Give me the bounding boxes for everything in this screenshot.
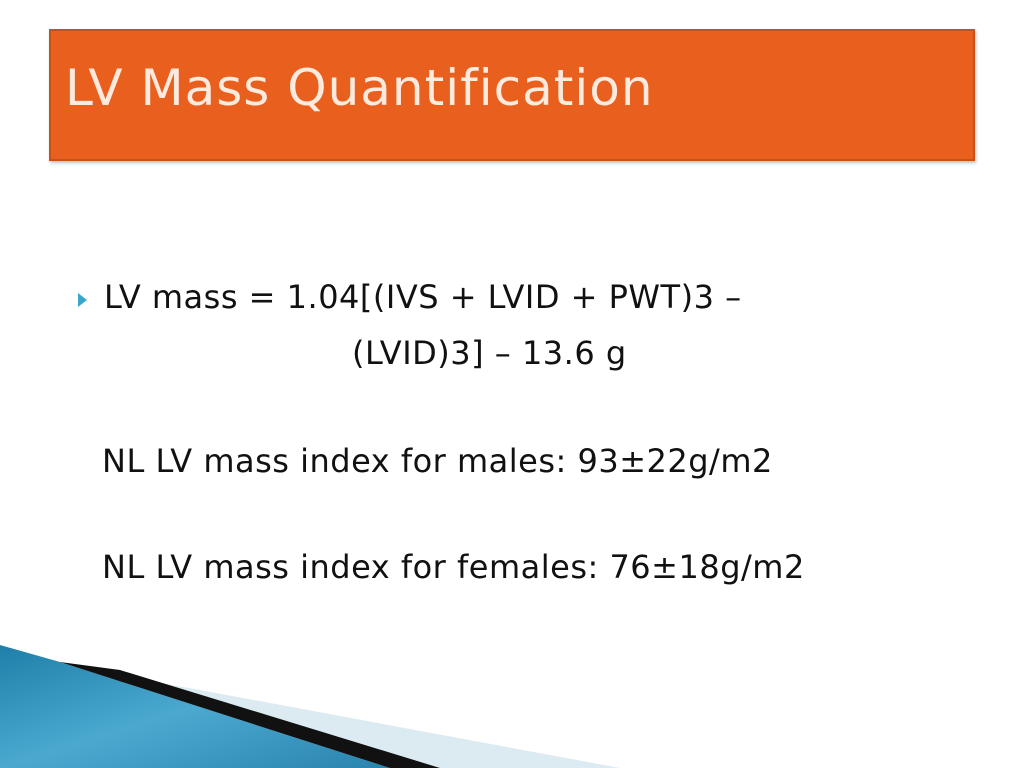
slide-title: LV Mass Quantification: [65, 59, 654, 117]
body-text: NL LV mass index for males: 93±22g/m2: [102, 442, 773, 480]
title-bar: LV Mass Quantification: [49, 29, 975, 161]
formula-line: LV mass = 1.04[(IVS + LVID + PWT)3 –: [104, 278, 742, 316]
formula-line: (LVID)3] – 13.6 g: [352, 334, 627, 372]
body-text: NL LV mass index for females: 76±18g/m2: [102, 548, 805, 586]
swoosh-blue: [0, 645, 390, 768]
swoosh-dark: [60, 662, 440, 768]
bullet-marker: [78, 293, 87, 307]
